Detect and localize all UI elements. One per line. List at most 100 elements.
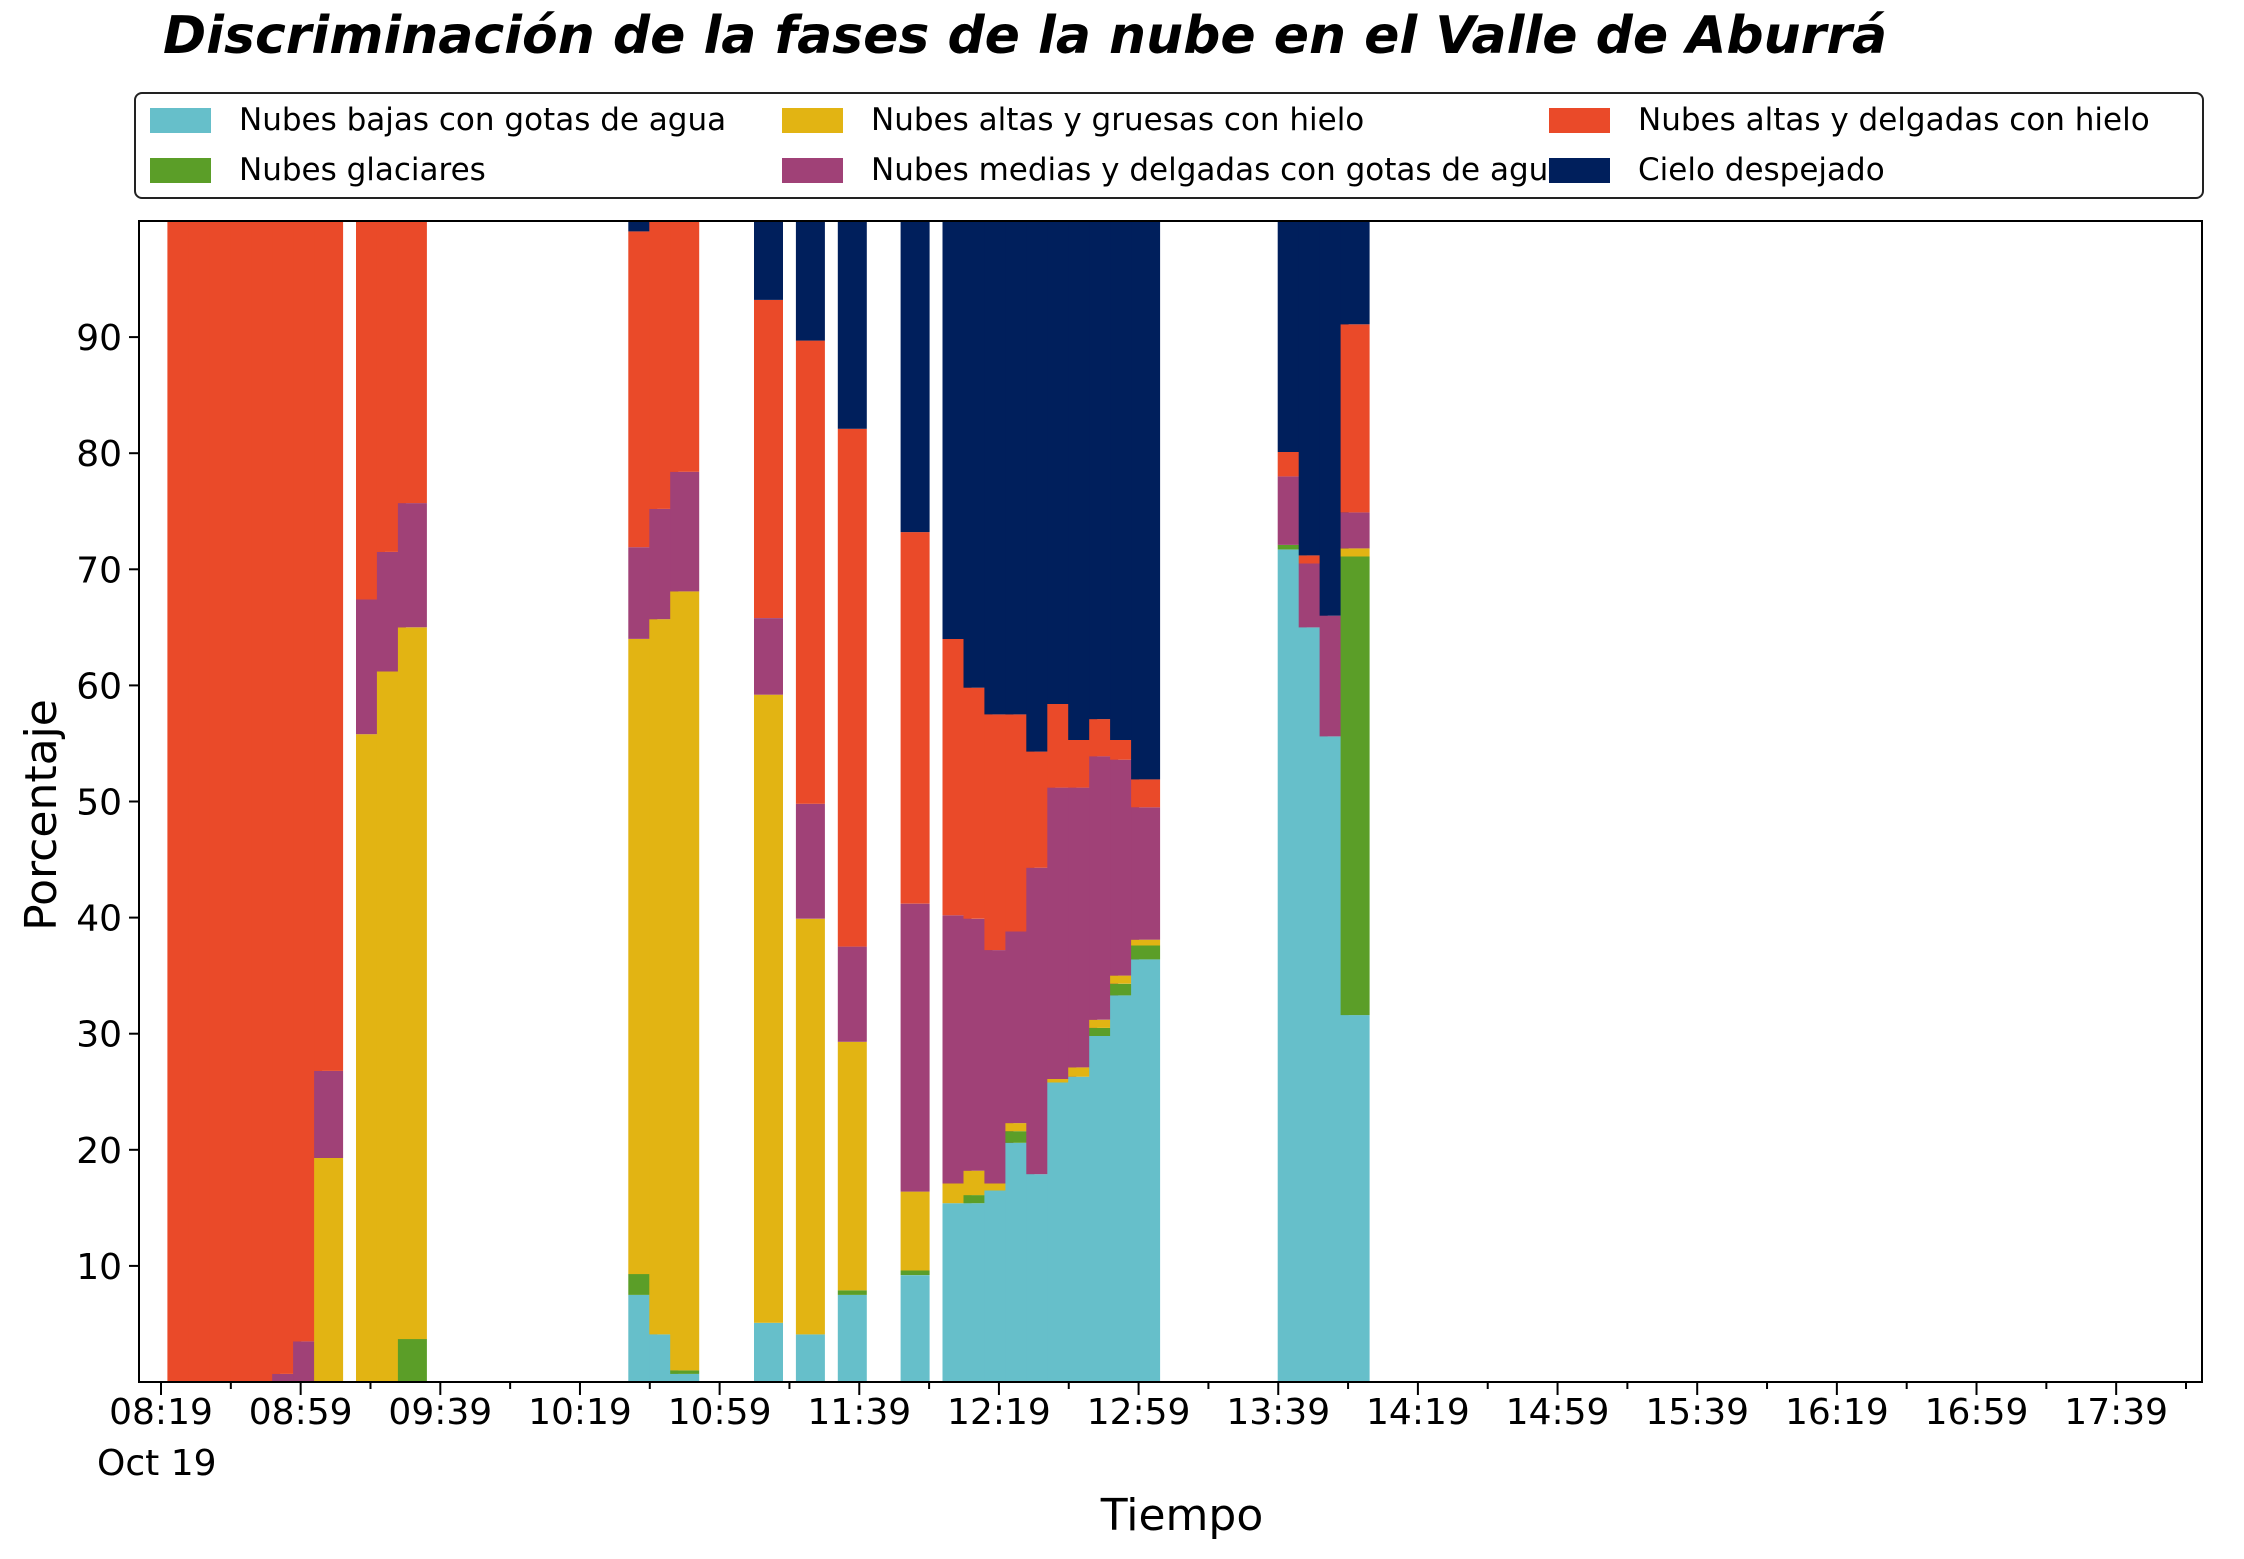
bar-segment: [670, 591, 700, 1371]
bar-segment: [963, 1195, 993, 1204]
legend-swatch: [1549, 157, 1610, 183]
legend-label: Nubes altas y gruesas con hielo: [871, 102, 1365, 138]
bar-segment: [314, 1157, 344, 1382]
x-tick-label: 17:39: [2064, 1392, 2168, 1433]
bar-segment: [1340, 1015, 1370, 1382]
bar-segment: [1131, 807, 1161, 940]
bar-segment: [397, 627, 427, 1340]
x-tick-label: 14:59: [1506, 1392, 1610, 1433]
x-tick-label: 09:39: [388, 1392, 492, 1433]
bar-segment: [670, 221, 700, 472]
y-tick-label: 70: [76, 550, 122, 591]
bar-segment: [754, 1322, 783, 1382]
bar-segment: [837, 946, 867, 1042]
legend-item: Nubes altas y delgadas con hielo: [1549, 102, 2150, 138]
bar-segment: [1340, 512, 1370, 549]
bar-segment: [900, 1275, 930, 1382]
bar-stack: [670, 221, 700, 1382]
y-axis: 10 20 30 40 50 60 70 80 90: [76, 318, 139, 1288]
bar-segment: [837, 1041, 867, 1291]
x-tick-label: 10:59: [668, 1392, 772, 1433]
legend-label: Nubes medias y delgadas con gotas de agu…: [871, 152, 1568, 188]
legend-label: Nubes glaciares: [239, 152, 486, 188]
legend-label: Nubes altas y delgadas con hielo: [1638, 102, 2150, 138]
bar-segment: [837, 221, 867, 429]
y-tick-label: 50: [76, 783, 122, 824]
y-tick-label: 60: [76, 666, 122, 707]
bar-segment: [1298, 555, 1328, 564]
bar-stack: [397, 221, 427, 1382]
bar-stack: [1131, 221, 1161, 1382]
bar-segment: [837, 1290, 867, 1295]
bar-segment: [1340, 548, 1370, 557]
bar-segment: [1089, 1019, 1119, 1028]
bar-stack: [795, 221, 825, 1382]
bar-segment: [900, 532, 930, 904]
y-tick-label: 20: [76, 1131, 122, 1172]
bar-segment: [1110, 983, 1140, 996]
bar-segment: [397, 221, 427, 504]
bar-segment: [1089, 1027, 1119, 1036]
y-tick-label: 10: [76, 1247, 122, 1288]
bar-stack: [314, 221, 344, 1382]
bar-segment: [1340, 221, 1370, 325]
bar-segment: [1005, 1131, 1035, 1143]
bar-segment: [1131, 779, 1161, 808]
x-tick-label: 12:59: [1087, 1392, 1191, 1433]
x-tick-label: 13:39: [1226, 1392, 1330, 1433]
bar-segment: [795, 918, 825, 1335]
bar-segment: [837, 428, 867, 947]
bar-segment: [397, 1339, 427, 1382]
bar-segment: [314, 221, 344, 1071]
y-tick-label: 80: [76, 434, 122, 475]
y-tick-label: 90: [76, 318, 122, 359]
x-tick-label: 16:59: [1925, 1392, 2029, 1433]
bar-segment: [670, 471, 700, 592]
bar-segment: [670, 1370, 700, 1374]
bar-segment: [754, 694, 783, 1323]
bar-segment: [272, 1373, 302, 1382]
bar-stack: [1340, 221, 1370, 1382]
bar-segment: [795, 340, 825, 804]
bars-layer: [167, 221, 1370, 1382]
bar-segment: [1131, 959, 1161, 1382]
x-tick-label: 08:19: [109, 1392, 213, 1433]
y-tick-label: 40: [76, 899, 122, 940]
bar-segment: [900, 1270, 930, 1276]
legend-swatch: [150, 157, 211, 183]
x-tick-label: 14:19: [1366, 1392, 1470, 1433]
bar-segment: [1340, 324, 1370, 513]
legend-label: Nubes bajas con gotas de agua: [239, 102, 727, 138]
x-tick-label: 11:39: [807, 1392, 911, 1433]
chart-title: Discriminación de la fases de la nube en…: [163, 6, 1888, 66]
legend-item: Nubes bajas con gotas de agua: [150, 102, 726, 138]
bar-segment: [754, 299, 783, 618]
bar-segment: [837, 1294, 867, 1382]
legend-swatch: [782, 107, 843, 133]
bar-segment: [314, 1070, 344, 1158]
x-date-label: Oct 19: [97, 1443, 217, 1484]
legend-item: Nubes medias y delgadas con gotas de agu…: [782, 152, 1567, 188]
bar-segment: [754, 221, 783, 300]
bar-segment: [1068, 1067, 1098, 1077]
bar-segment: [1277, 544, 1307, 550]
x-tick-label: 16:19: [1785, 1392, 1889, 1433]
bar-segment: [984, 1183, 1014, 1191]
legend-label: Cielo despejado: [1638, 152, 1885, 188]
bar-stack: [754, 221, 783, 1382]
legend-item: Nubes glaciares: [150, 152, 486, 188]
legend: Nubes bajas con gotas de agua Nubes alta…: [134, 92, 2204, 199]
bar-segment: [1131, 221, 1161, 780]
bar-segment: [795, 803, 825, 919]
bar-segment: [754, 618, 783, 695]
bar-segment: [795, 1334, 825, 1382]
x-axis-label: Tiempo: [1100, 1490, 1264, 1541]
bar-segment: [1131, 939, 1161, 946]
y-axis-label: Porcentaje: [16, 699, 67, 931]
bar-segment: [397, 503, 427, 628]
bar-segment: [1340, 556, 1370, 1016]
bar-segment: [1110, 975, 1140, 984]
bar-segment: [628, 221, 658, 232]
legend-swatch: [782, 157, 843, 183]
bar-stack: [837, 221, 867, 1382]
